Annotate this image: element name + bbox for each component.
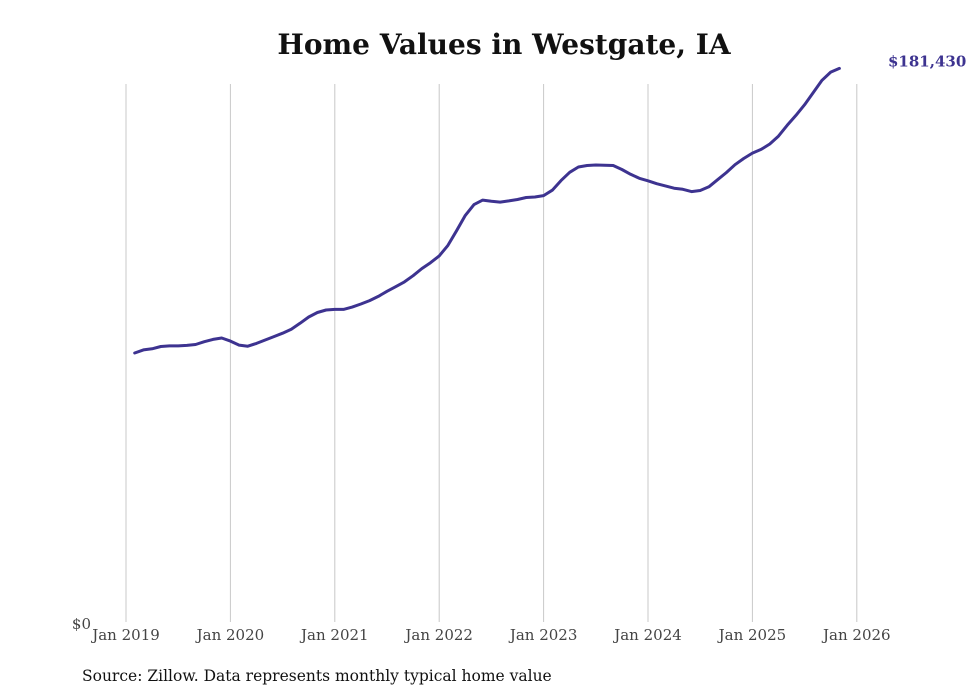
end-value-label: $181,430 <box>888 52 966 70</box>
x-axis-ticks: Jan 2019 Jan 2020 Jan 2021 Jan 2022 Jan 2023… <box>90 626 890 644</box>
vertical-gridlines <box>125 84 858 622</box>
x-tick-label: Jan 2022 <box>403 626 473 644</box>
x-tick-label: Jan 2021 <box>299 626 369 644</box>
x-tick-label: Jan 2019 <box>90 626 160 644</box>
source-note: Source: Zillow. Data represents monthly … <box>82 667 552 685</box>
x-tick-label: Jan 2020 <box>195 626 265 644</box>
y-axis-ticks: $0 <box>72 615 91 633</box>
x-tick-label: Jan 2025 <box>717 626 787 644</box>
series-line <box>133 66 841 355</box>
line-chart: Jan 2019 Jan 2020 Jan 2021 Jan 2022 Jan 2023… <box>72 52 966 644</box>
chart-title: Home Values in Westgate, IA <box>277 28 731 61</box>
x-tick-label: Jan 2023 <box>508 626 578 644</box>
x-tick-label: Jan 2024 <box>612 626 682 644</box>
x-tick-label: Jan 2026 <box>821 626 891 644</box>
series-group: $181,430 <box>133 52 966 355</box>
y-tick-label: $0 <box>72 615 91 633</box>
